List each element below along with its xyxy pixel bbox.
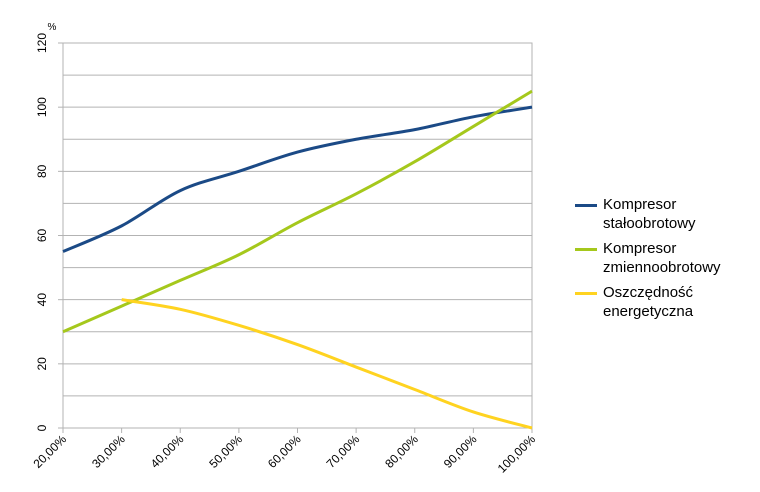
legend-label: Kompresor stałoobrotowy bbox=[603, 196, 696, 232]
legend-entry: Kompresor stałoobrotowy bbox=[575, 195, 753, 233]
legend-entry: Oszczędność energetyczna bbox=[575, 283, 753, 321]
x-tick-label: 80,00% bbox=[382, 432, 421, 471]
x-tick-label: 50,00% bbox=[206, 432, 245, 471]
x-tick-label: 30,00% bbox=[89, 432, 128, 471]
x-tick-label: 60,00% bbox=[265, 432, 304, 471]
y-tick-label: 80 bbox=[35, 164, 49, 178]
legend-label: Kompresor zmiennoobrotowy bbox=[603, 240, 721, 276]
y-tick-label: 40 bbox=[35, 293, 49, 307]
y-tick-label: 0 bbox=[35, 424, 49, 431]
x-tick-label: 40,00% bbox=[148, 432, 187, 471]
x-tick-label: 70,00% bbox=[324, 432, 363, 471]
x-tick-label: 20,00% bbox=[30, 432, 69, 471]
legend-label: Oszczędność energetyczna bbox=[603, 284, 694, 320]
y-tick-label: 100 bbox=[35, 97, 49, 117]
x-tick-label: 90,00% bbox=[441, 432, 480, 471]
series-line bbox=[62, 105, 533, 253]
y-axis-label: % bbox=[48, 22, 57, 33]
y-tick-label: 60 bbox=[35, 229, 49, 243]
series-line bbox=[62, 89, 533, 334]
legend-swatch bbox=[575, 292, 597, 295]
legend: Kompresor stałoobrotowy Kompresor zmienno… bbox=[575, 195, 753, 327]
y-tick-label: 120 bbox=[35, 33, 49, 53]
legend-swatch bbox=[575, 204, 597, 207]
legend-swatch bbox=[575, 248, 597, 251]
legend-entry: Kompresor zmiennoobrotowy bbox=[575, 239, 753, 277]
y-tick-label: 20 bbox=[35, 357, 49, 371]
series-line bbox=[121, 298, 533, 430]
x-tick-label: 100,00% bbox=[495, 432, 539, 476]
